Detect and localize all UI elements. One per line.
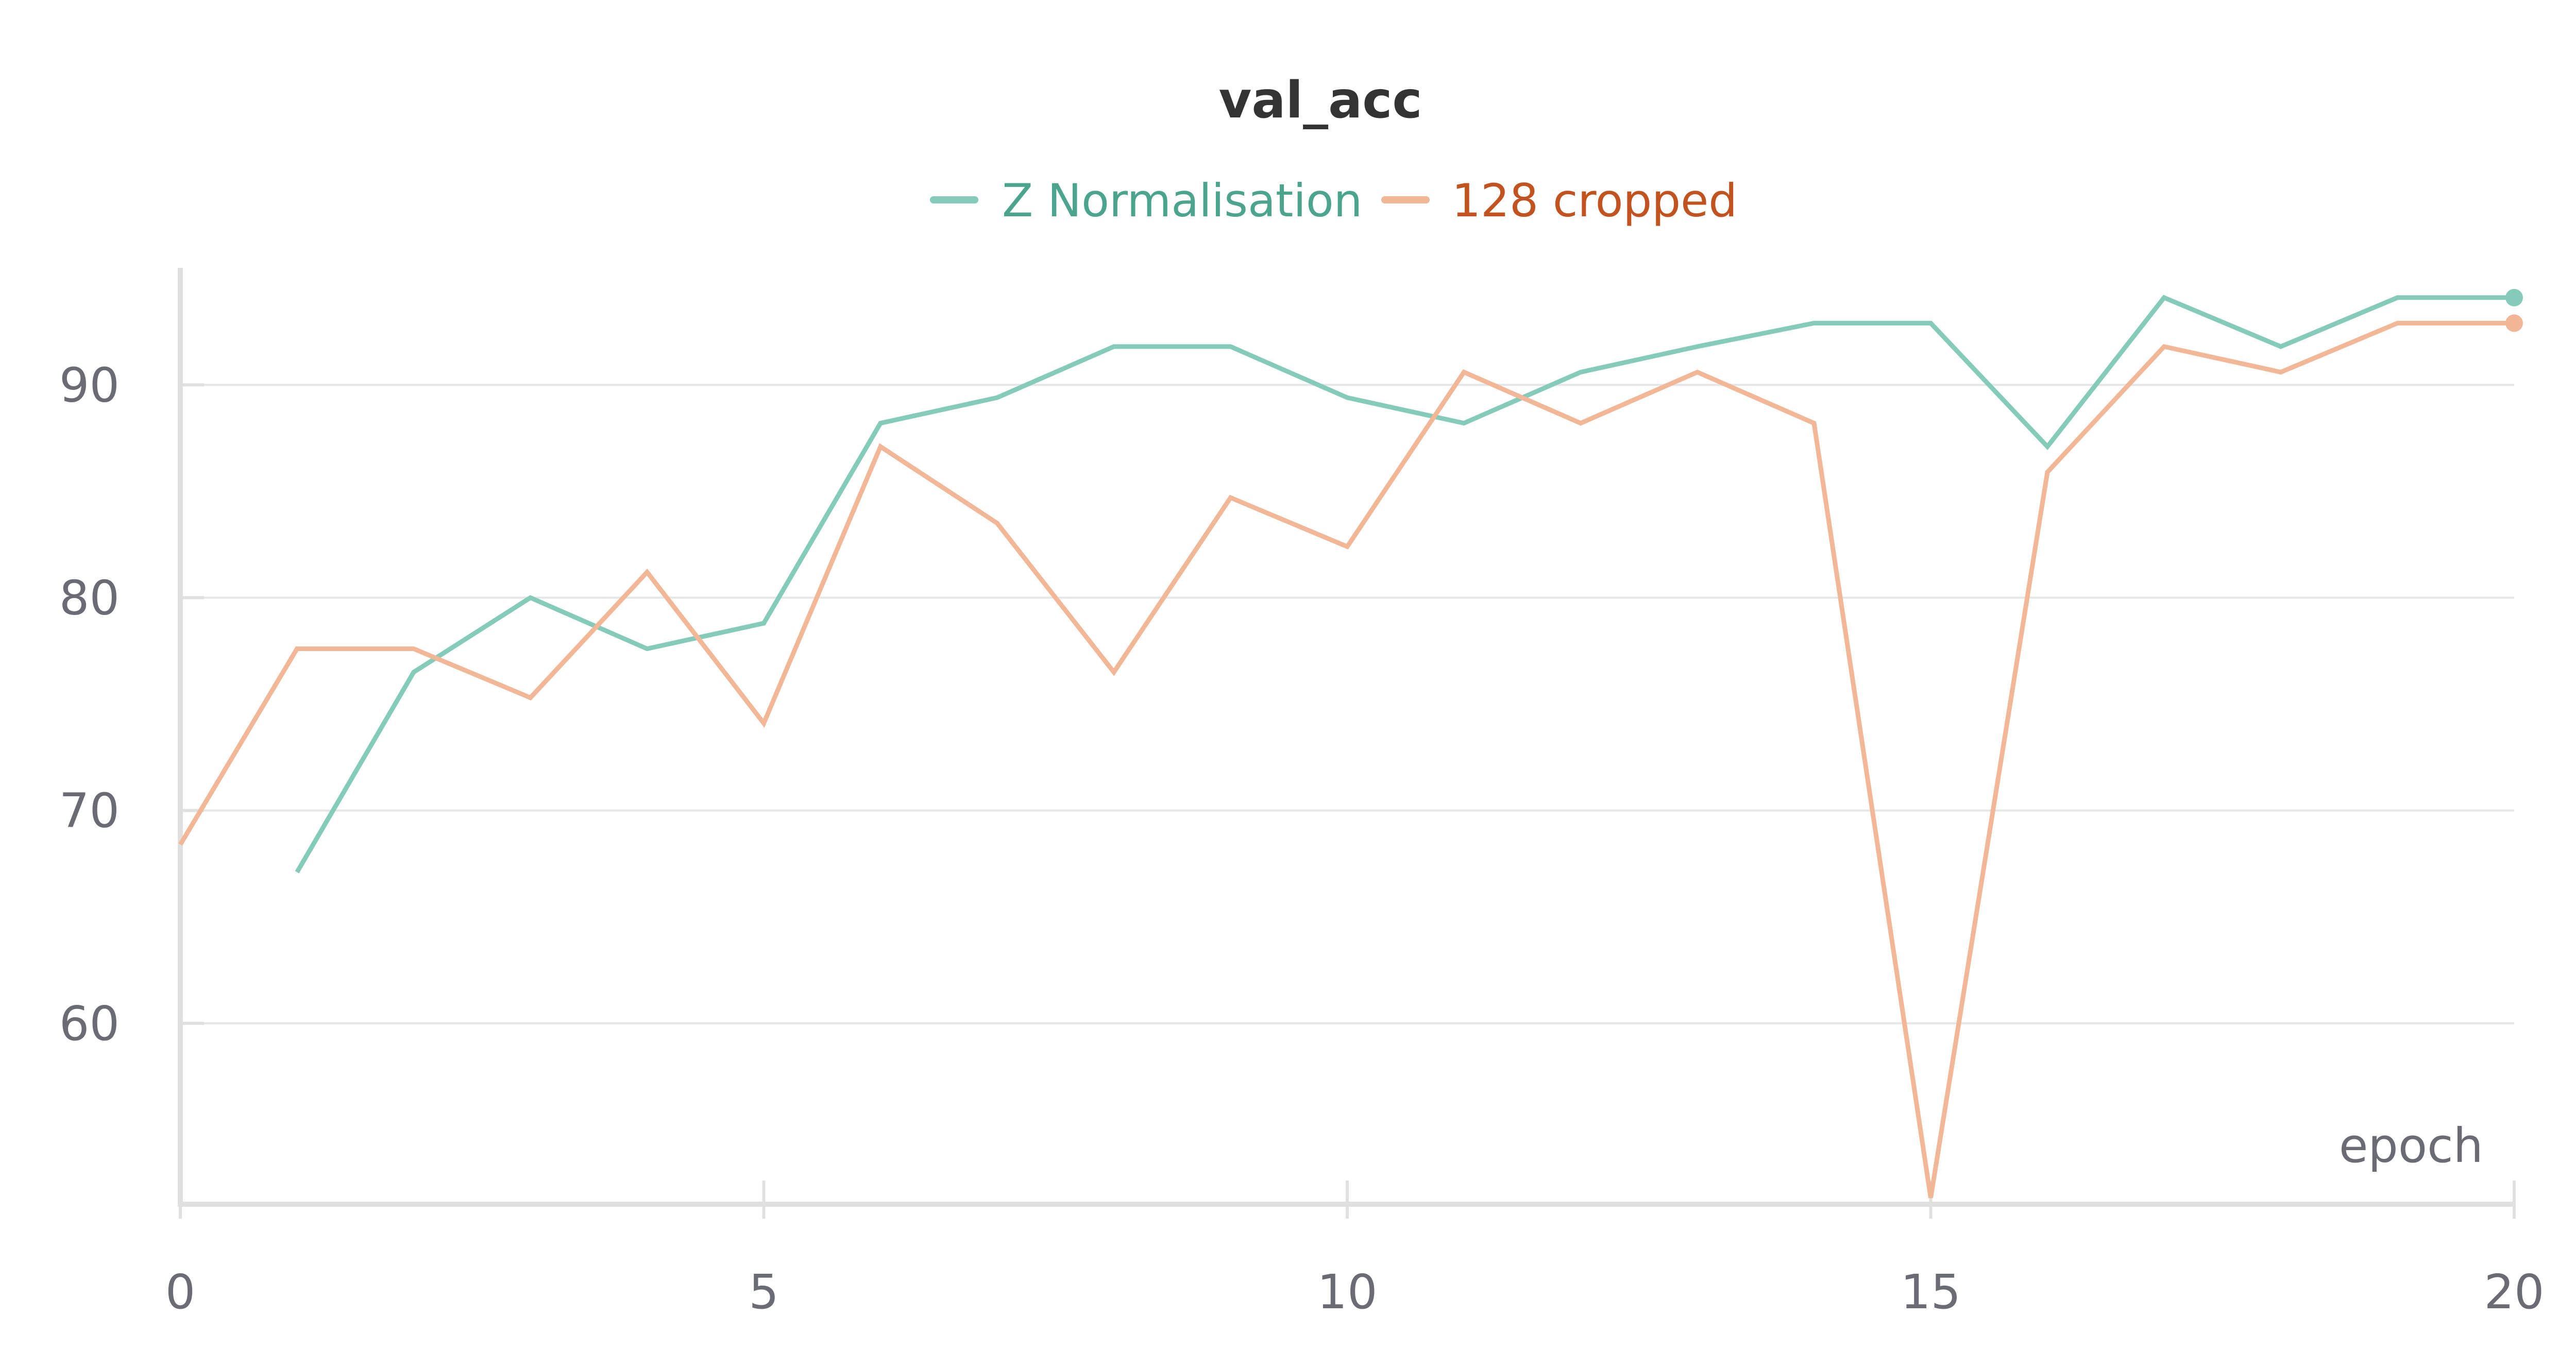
y-tick-label: 90 (59, 357, 120, 413)
chart-title: val_acc (1219, 71, 1422, 130)
legend-label-1: 128 cropped (1452, 174, 1737, 227)
y-tick-label: 70 (59, 783, 120, 839)
series-end-marker-1 (2505, 314, 2523, 332)
x-tick-label: 0 (165, 1264, 196, 1320)
series-line-1 (178, 320, 2514, 1199)
series-line-0 (295, 295, 2514, 874)
grid-layer (180, 384, 2514, 1024)
series-layer (178, 288, 2523, 1199)
series-end-marker-0 (2505, 288, 2523, 306)
legend: Z Normalisation 128 cropped (930, 174, 1737, 227)
legend-label-0: Z Normalisation (1002, 174, 1362, 227)
x-tick-label: 5 (749, 1264, 779, 1320)
y-tick-label: 60 (59, 996, 120, 1051)
axis-layer: 60 70 80 90 0 5 10 15 20 (59, 268, 2545, 1320)
label-layer: val_acc epoch (1219, 71, 2483, 1173)
x-tick-label: 20 (2484, 1264, 2544, 1320)
y-tick-label: 80 (59, 570, 120, 625)
x-tick-label: 15 (1901, 1264, 1961, 1320)
x-tick-label: 10 (1317, 1264, 1377, 1320)
x-axis-label: epoch (2339, 1118, 2483, 1173)
